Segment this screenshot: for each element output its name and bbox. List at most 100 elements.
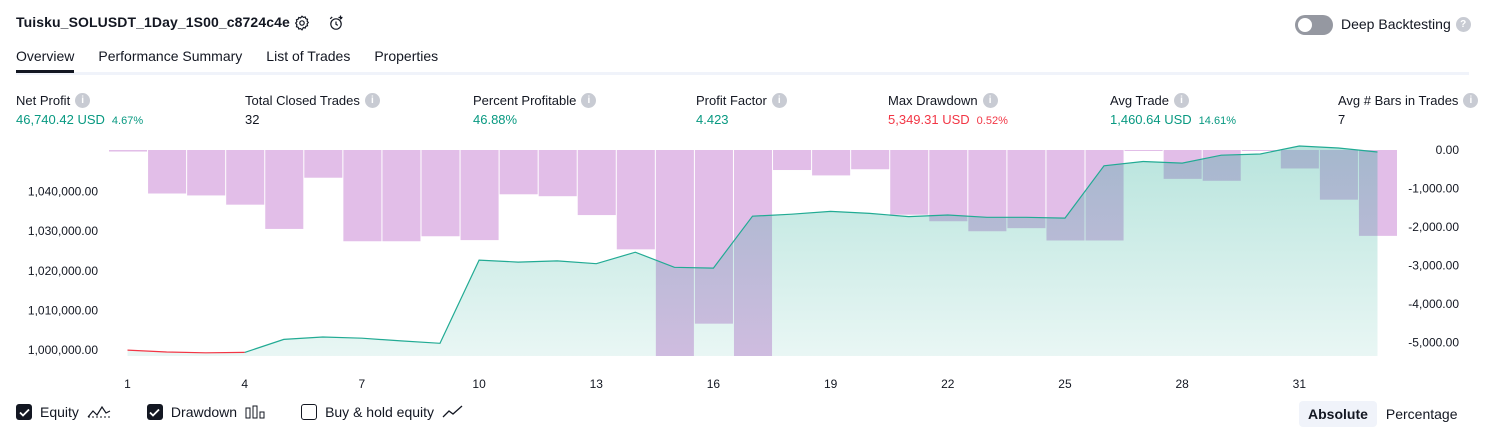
info-icon[interactable]: i <box>1174 93 1190 108</box>
x-axis-tick: 4 <box>241 377 248 391</box>
stat-label: Avg Trade <box>1110 93 1170 108</box>
tab-overview[interactable]: Overview <box>16 48 75 73</box>
x-axis-tick: 13 <box>590 377 604 391</box>
drawdown-bar <box>304 150 343 178</box>
left-axis-tick: 1,020,000.00 <box>28 264 98 278</box>
stat-avg-bars-in-trades: Avg # Bars in Trades i 7 <box>1338 93 1479 127</box>
right-axis-tick: -1,000.00 <box>1408 182 1459 196</box>
help-icon[interactable]: ? <box>1455 16 1471 32</box>
drawdown-bar <box>812 150 851 176</box>
right-axis-tick: -5,000.00 <box>1408 336 1459 350</box>
drawdown-checkbox[interactable] <box>146 404 163 420</box>
x-axis-tick: 28 <box>1175 377 1189 391</box>
left-axis-tick: 1,010,000.00 <box>28 303 98 317</box>
stat-label: Percent Profitable <box>473 93 577 108</box>
x-axis-tick: 22 <box>941 377 955 391</box>
stat-label: Total Closed Trades <box>245 93 360 108</box>
stat-max-drawdown: Max Drawdown i 5,349.31 USD 0.52% <box>888 93 1008 127</box>
drawdown-bar <box>616 150 655 250</box>
stat-total-closed-trades: Total Closed Trades i 32 <box>245 93 380 127</box>
legend-equity-label: Equity <box>40 404 79 420</box>
stat-percent: 14.61% <box>1198 115 1236 127</box>
tab-properties[interactable]: Properties <box>374 48 439 64</box>
stat-label: Net Profit <box>16 93 71 108</box>
info-icon[interactable]: i <box>75 93 91 108</box>
drawdown-bar <box>1007 150 1046 229</box>
info-icon[interactable]: i <box>771 93 787 108</box>
deep-backtesting-toggle[interactable] <box>1295 15 1333 35</box>
drawdown-bar <box>343 150 382 242</box>
equity-area <box>127 146 1378 356</box>
stat-label: Max Drawdown <box>888 93 978 108</box>
tab-bar: Overview Performance Summary List of Tra… <box>16 48 438 73</box>
stat-avg-trade: Avg Trade i 1,460.64 USD 14.61% <box>1110 93 1236 127</box>
left-axis-tick: 1,040,000.00 <box>28 185 98 199</box>
drawdown-bar <box>460 150 499 241</box>
tab-performance-summary[interactable]: Performance Summary <box>98 48 243 64</box>
drawdown-bar <box>265 150 304 229</box>
drawdown-bar <box>1124 150 1163 151</box>
equity-line <box>244 145 1378 353</box>
right-axis-tick: -2,000.00 <box>1408 220 1459 234</box>
tabs-divider <box>16 72 1469 75</box>
info-icon[interactable]: i <box>982 93 998 108</box>
stat-value: 32 <box>245 112 260 127</box>
drawdown-bar <box>382 150 421 242</box>
x-axis-tick: 10 <box>472 377 486 391</box>
drawdown-bar <box>851 150 890 170</box>
info-icon[interactable]: i <box>364 93 380 108</box>
drawdown-bar <box>109 150 148 152</box>
percentage-button[interactable]: Percentage <box>1385 406 1458 422</box>
add-alert-icon[interactable] <box>326 13 346 33</box>
equity-drawdown-chart[interactable]: 1,040,000.00 1,030,000.00 1,020,000.00 1,01… <box>0 140 1486 395</box>
x-axis-tick: 1 <box>124 377 131 391</box>
stat-net-profit: Net Profit i 46,740.42 USD 4.67% <box>16 93 143 127</box>
drawdown-bar <box>499 150 538 195</box>
drawdown-bar <box>187 150 226 196</box>
equity-line-below-start <box>127 349 245 354</box>
stat-percent: 4.67% <box>111 115 144 127</box>
deep-backtesting-text: Deep Backtesting <box>1341 16 1451 32</box>
stat-value: 1,460.64 USD <box>1110 112 1192 127</box>
stat-profit-factor: Profit Factor i 4.423 <box>696 93 787 127</box>
tab-list-of-trades[interactable]: List of Trades <box>266 48 351 64</box>
equity-checkbox[interactable] <box>16 404 32 420</box>
right-axis-tick: -3,000.00 <box>1408 259 1459 273</box>
stat-value: 4.423 <box>696 112 729 127</box>
right-axis-tick: 0.00 <box>1436 143 1460 157</box>
stat-value: 46.88% <box>473 112 518 127</box>
legend-drawdown[interactable]: Drawdown <box>146 404 265 420</box>
stat-percent-profitable: Percent Profitable i 46.88% <box>473 93 597 127</box>
deep-backtesting-label: Deep Backtesting ? <box>1341 16 1471 32</box>
info-icon[interactable]: i <box>1463 93 1479 108</box>
drawdown-bar <box>538 150 577 197</box>
drawdown-bar <box>577 150 616 216</box>
stat-value: 46,740.42 USD <box>16 112 105 127</box>
right-axis-tick: -4,000.00 <box>1408 297 1459 311</box>
stat-value: 5,349.31 USD <box>888 112 970 127</box>
x-axis-tick: 31 <box>1293 377 1307 391</box>
stat-percent: 0.52% <box>976 115 1008 127</box>
drawdown-bar <box>929 150 968 222</box>
settings-icon[interactable] <box>292 13 312 33</box>
legend-drawdown-label: Drawdown <box>170 404 238 420</box>
absolute-button[interactable]: Absolute <box>1299 401 1377 427</box>
chart-legend: Equity Drawdown Buy & hold equity <box>16 404 500 420</box>
legend-buy-hold[interactable]: Buy & hold equity <box>301 404 464 420</box>
x-axis-tick: 19 <box>824 377 838 391</box>
x-axis-tick: 7 <box>359 377 366 391</box>
buy-hold-checkbox[interactable] <box>301 404 318 420</box>
stat-value: 7 <box>1338 112 1346 127</box>
x-axis-tick: 16 <box>707 377 721 391</box>
legend-buy-hold-label: Buy & hold equity <box>325 404 435 420</box>
equity-line-icon <box>87 405 111 418</box>
strategy-title: Tuisku_SOLUSDT_1Day_1S00_c8724c4e <box>16 14 290 30</box>
buy-hold-line-icon <box>442 405 463 418</box>
legend-equity[interactable]: Equity <box>16 404 111 420</box>
stat-label: Avg # Bars in Trades <box>1338 93 1459 108</box>
info-icon[interactable]: i <box>581 93 597 108</box>
value-mode-switch: Absolute Percentage <box>1299 401 1467 427</box>
stat-label: Profit Factor <box>696 93 767 108</box>
x-axis-tick: 25 <box>1058 377 1072 391</box>
drawdown-bar <box>890 150 929 215</box>
